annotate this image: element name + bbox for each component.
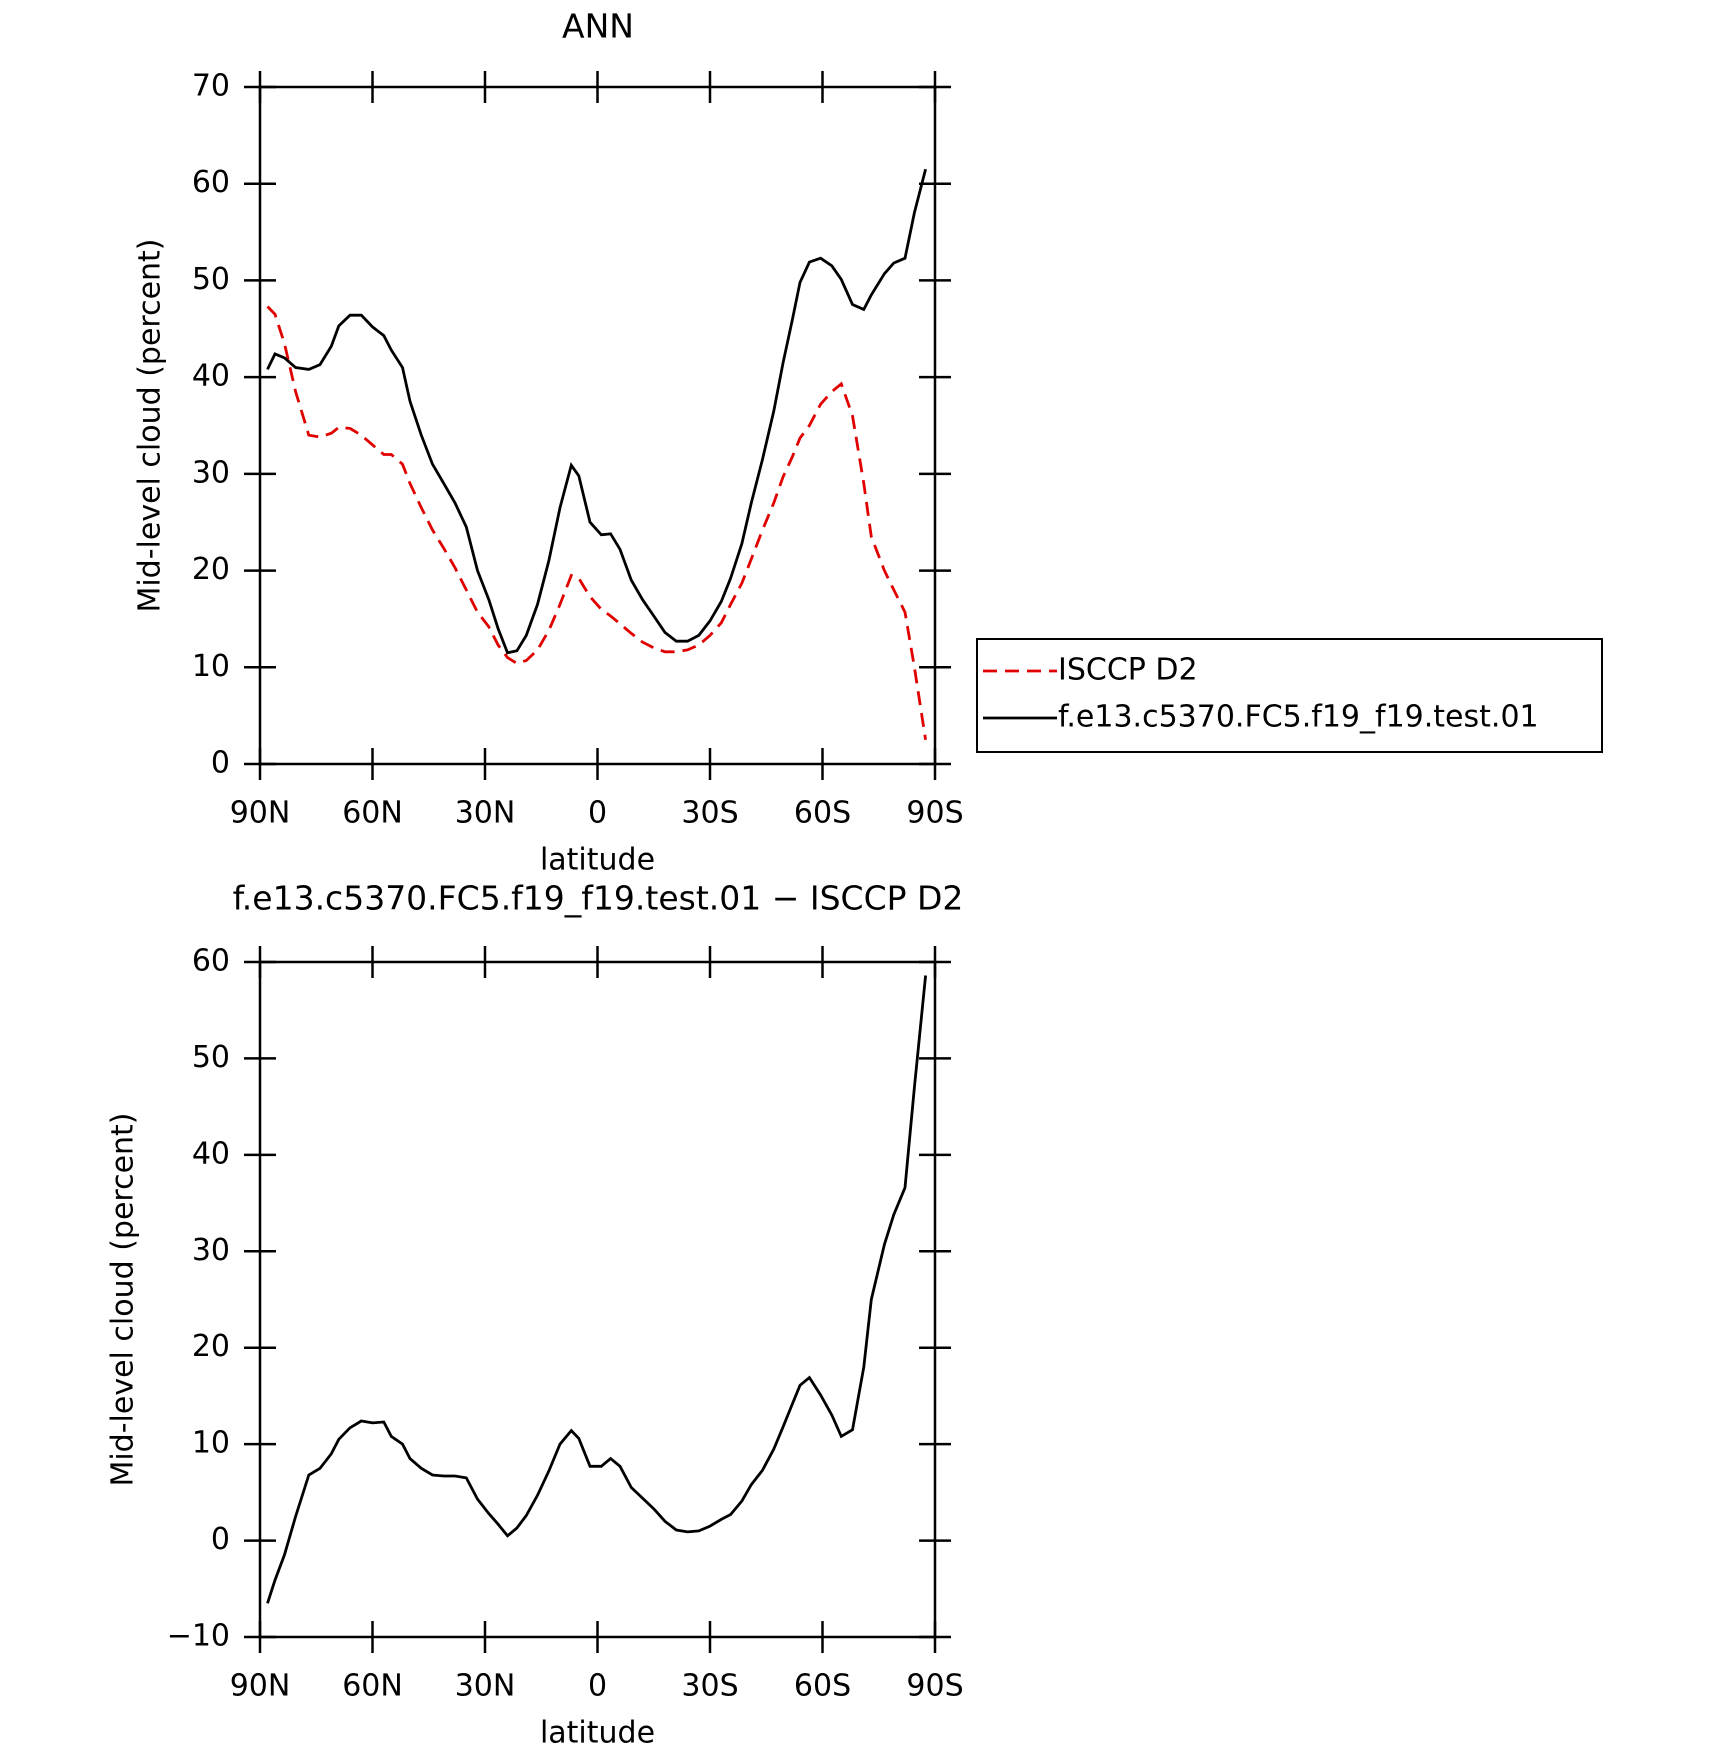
x-tick-label: 60N bbox=[342, 1669, 403, 1704]
x-axis-label: latitude bbox=[540, 843, 655, 878]
y-tick-label: −10 bbox=[167, 1619, 230, 1654]
y-tick-label: 20 bbox=[192, 552, 230, 587]
x-tick-label: 90N bbox=[230, 796, 291, 831]
y-tick-label: 50 bbox=[192, 262, 230, 297]
y-axis-label: Mid-level cloud (percent) bbox=[133, 238, 168, 612]
y-tick-label: 60 bbox=[192, 944, 230, 979]
y-tick-label: 60 bbox=[192, 165, 230, 200]
data-line bbox=[266, 305, 927, 741]
x-tick-label: 0 bbox=[588, 796, 607, 831]
x-tick-label: 90S bbox=[906, 1669, 963, 1704]
x-tick-label: 60S bbox=[794, 1669, 851, 1704]
x-tick-label: 60N bbox=[342, 796, 403, 831]
y-tick-label: 40 bbox=[192, 1136, 230, 1171]
data-line bbox=[266, 168, 927, 655]
chart-title: ANN bbox=[562, 7, 634, 46]
y-tick-label: 50 bbox=[192, 1040, 230, 1075]
x-tick-label: 90S bbox=[906, 796, 963, 831]
plot-frame bbox=[258, 85, 937, 766]
y-tick-label: 30 bbox=[192, 455, 230, 490]
x-tick-label: 0 bbox=[588, 1669, 607, 1704]
data-line bbox=[266, 975, 927, 1604]
y-tick-label: 40 bbox=[192, 359, 230, 394]
y-tick-label: 70 bbox=[192, 69, 230, 104]
y-tick-label: 10 bbox=[192, 649, 230, 684]
y-tick-label: 0 bbox=[211, 746, 230, 781]
legend-label: f.e13.c5370.FC5.f19_f19.test.01 bbox=[1058, 700, 1539, 735]
plot-frame bbox=[258, 960, 937, 1639]
legend-box bbox=[976, 638, 1603, 753]
y-tick-label: 20 bbox=[192, 1329, 230, 1364]
x-tick-label: 30N bbox=[455, 796, 516, 831]
x-tick-label: 30N bbox=[455, 1669, 516, 1704]
x-axis-label: latitude bbox=[540, 1716, 655, 1751]
legend-label: ISCCP D2 bbox=[1058, 653, 1198, 688]
y-tick-label: 0 bbox=[211, 1522, 230, 1557]
y-axis-label: Mid-level cloud (percent) bbox=[106, 1112, 141, 1486]
y-tick-label: 30 bbox=[192, 1233, 230, 1268]
x-tick-label: 30S bbox=[681, 1669, 738, 1704]
x-tick-label: 60S bbox=[794, 796, 851, 831]
x-tick-label: 90N bbox=[230, 1669, 291, 1704]
y-tick-label: 10 bbox=[192, 1426, 230, 1461]
x-tick-label: 30S bbox=[681, 796, 738, 831]
chart-title: f.e13.c5370.FC5.f19_f19.test.01 − ISCCP … bbox=[233, 879, 964, 918]
